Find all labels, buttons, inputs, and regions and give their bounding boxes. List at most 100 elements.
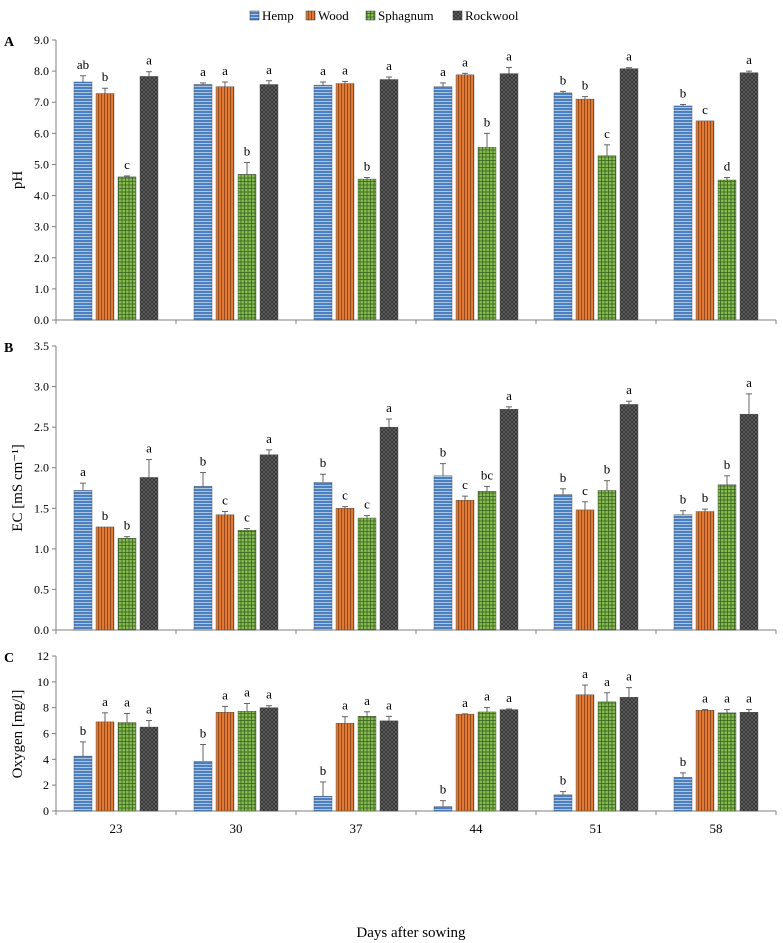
- significance-label-B: a: [386, 400, 392, 415]
- bar-B-sphagnum-51: [597, 490, 617, 631]
- y-tick-label-A: 4.0: [34, 189, 49, 203]
- significance-label-C: b: [560, 773, 567, 788]
- x-tick-label: 58: [710, 821, 723, 836]
- legend: Hemp Wood Sphagnum Rockwool: [249, 8, 519, 23]
- x-tick-label: 51: [590, 821, 603, 836]
- bar-A-wood-30: [215, 86, 235, 321]
- bar-B-rockwool-23: [139, 477, 159, 631]
- y-tick-label-A: 8.0: [34, 64, 49, 78]
- bar-B-hemp-37: [313, 482, 333, 631]
- y-tick-label-C: 10: [37, 675, 49, 689]
- legend-label-sphagnum: Sphagnum: [378, 8, 434, 23]
- legend-swatch-hemp: [249, 10, 260, 21]
- bar-B-hemp-44: [433, 475, 453, 631]
- bar-B-wood-23: [95, 526, 115, 631]
- y-tick-label-C: 2: [43, 778, 49, 792]
- significance-label-C: a: [506, 690, 512, 705]
- bar-C-rockwool-30: [259, 707, 279, 812]
- y-tick-label-C: 0: [43, 804, 49, 818]
- legend-item-sphagnum: Sphagnum: [365, 8, 434, 23]
- significance-label-C: a: [102, 694, 108, 709]
- significance-label-C: a: [266, 687, 272, 702]
- bar-A-sphagnum-58: [717, 179, 737, 321]
- significance-label-A: a: [746, 52, 752, 67]
- bar-B-wood-58: [695, 511, 715, 631]
- bar-C-wood-51: [575, 694, 595, 812]
- bar-C-hemp-44: [433, 806, 453, 812]
- panel-letter-A: A: [4, 35, 15, 50]
- bar-A-rockwool-44: [499, 73, 519, 321]
- significance-label-C: a: [746, 691, 752, 706]
- y-tick-label-B: 1.0: [34, 542, 49, 556]
- bar-B-sphagnum-58: [717, 484, 737, 631]
- legend-swatch-sphagnum: [365, 10, 376, 21]
- significance-label-B: b: [440, 445, 447, 460]
- significance-label-C: a: [702, 691, 708, 706]
- bar-C-rockwool-37: [379, 720, 399, 812]
- significance-label-B: b: [124, 518, 131, 533]
- y-tick-label-A: 9.0: [34, 33, 49, 47]
- significance-label-B: b: [724, 457, 731, 472]
- bar-A-hemp-44: [433, 86, 453, 321]
- y-tick-label-B: 3.0: [34, 380, 49, 394]
- bar-A-wood-37: [335, 83, 355, 321]
- legend-label-rockwool: Rockwool: [465, 8, 519, 23]
- x-tick-label: 23: [110, 821, 123, 836]
- significance-label-C: a: [124, 694, 130, 709]
- significance-label-B: b: [680, 492, 687, 507]
- bar-C-sphagnum-37: [357, 716, 377, 812]
- significance-label-A: b: [582, 78, 589, 93]
- significance-label-B: b: [102, 508, 109, 523]
- significance-label-A: b: [680, 85, 687, 100]
- significance-label-B: c: [244, 510, 250, 525]
- significance-label-C: a: [222, 687, 228, 702]
- significance-label-B: c: [364, 497, 370, 512]
- significance-label-B: a: [746, 375, 752, 390]
- significance-label-A: a: [440, 64, 446, 79]
- y-axis-title-B: EC [mS cm⁻¹]: [10, 444, 26, 531]
- bar-C-sphagnum-30: [237, 711, 257, 812]
- bar-A-hemp-37: [313, 84, 333, 321]
- bar-A-rockwool-51: [619, 68, 639, 321]
- bar-C-sphagnum-23: [117, 722, 137, 812]
- panel-B: BEC [mS cm⁻¹]0.00.51.01.52.02.53.03.5ab b…: [4, 339, 777, 637]
- bar-A-wood-51: [575, 98, 595, 321]
- bar-C-rockwool-23: [139, 726, 159, 812]
- significance-label-A: c: [702, 102, 708, 117]
- legend-swatch-rockwool: [452, 10, 463, 21]
- y-tick-label-C: 8: [43, 701, 49, 715]
- significance-label-C: a: [582, 666, 588, 681]
- significance-label-C: a: [724, 691, 730, 706]
- y-tick-label-A: 5.0: [34, 157, 49, 171]
- bar-C-hemp-51: [553, 794, 573, 812]
- bar-C-wood-30: [215, 711, 235, 812]
- bar-C-hemp-23: [73, 755, 93, 812]
- bar-B-hemp-51: [553, 494, 573, 631]
- panel-letter-C: C: [4, 651, 14, 666]
- bar-A-hemp-30: [193, 84, 213, 321]
- bar-A-wood-58: [695, 120, 715, 321]
- y-tick-label-A: 0.0: [34, 313, 49, 327]
- significance-label-B: b: [604, 462, 611, 477]
- significance-label-C: b: [440, 782, 447, 797]
- bar-C-wood-44: [455, 713, 475, 812]
- bar-A-sphagnum-51: [597, 155, 617, 321]
- bar-A-rockwool-30: [259, 84, 279, 321]
- y-tick-label-B: 0.0: [34, 623, 49, 637]
- significance-label-C: a: [364, 693, 370, 708]
- significance-label-C: a: [342, 698, 348, 713]
- significance-label-A: a: [462, 54, 468, 69]
- significance-label-B: a: [146, 441, 152, 456]
- x-tick-label: 30: [230, 821, 243, 836]
- significance-label-B: a: [506, 388, 512, 403]
- bar-C-wood-37: [335, 722, 355, 812]
- significance-label-B: b: [560, 470, 567, 485]
- significance-label-B: c: [342, 488, 348, 503]
- y-axis-title-A: pH: [10, 171, 26, 190]
- significance-label-C: a: [462, 695, 468, 710]
- y-tick-label-C: 12: [37, 649, 49, 663]
- y-tick-label-B: 3.5: [34, 339, 49, 353]
- bar-B-sphagnum-44: [477, 491, 497, 631]
- bar-B-rockwool-37: [379, 426, 399, 631]
